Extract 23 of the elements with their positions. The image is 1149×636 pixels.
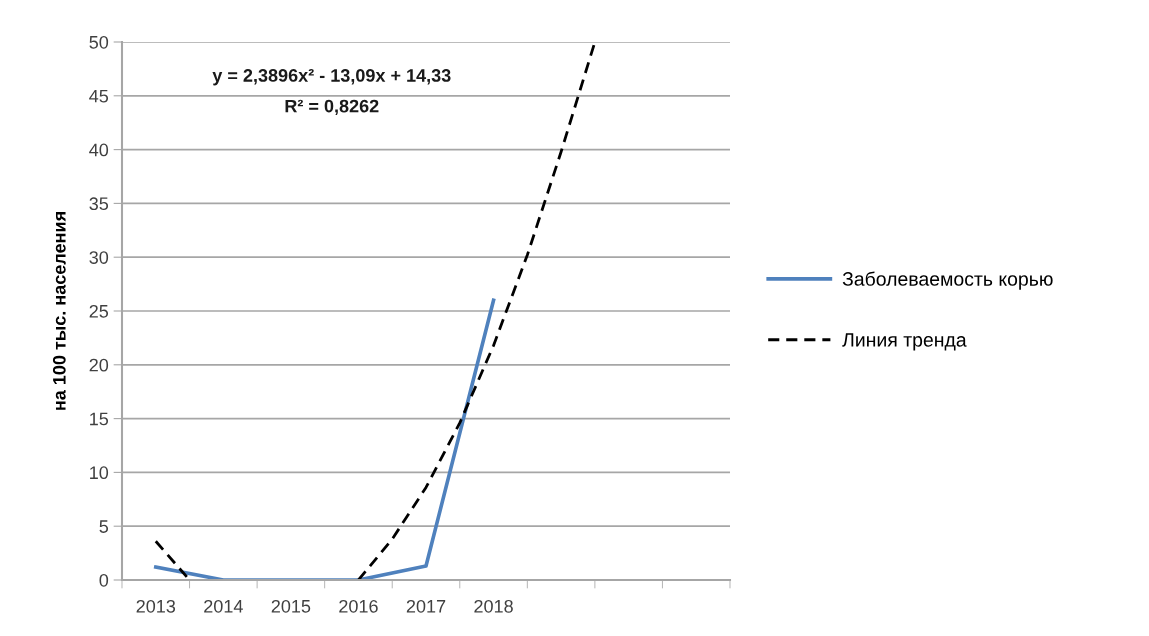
x-tick-label: 2015 <box>271 599 311 613</box>
y-tick-label: 50 <box>89 35 109 49</box>
y-tick-label: 0 <box>99 573 109 587</box>
x-tick-label: 2014 <box>204 599 243 613</box>
y-tick-label: 20 <box>89 358 109 372</box>
y-tick-label: 10 <box>90 466 109 480</box>
y-tick-label: 25 <box>89 304 109 318</box>
x-tick-label: 2017 <box>406 599 446 613</box>
x-tick-label: 2018 <box>474 599 513 613</box>
legend-label: Линия тренда <box>842 333 967 351</box>
x-tick-label: 2016 <box>339 599 378 613</box>
y-tick-label: 15 <box>90 412 109 426</box>
x-tick-label: 2013 <box>136 599 176 613</box>
y-tick-label: 30 <box>89 251 109 264</box>
y-tick-label: 45 <box>89 89 109 103</box>
y-axis-title: на 100 тыс. населения <box>52 212 66 410</box>
annotation: R² = 0,8262 <box>285 99 379 116</box>
line-series <box>153 298 496 580</box>
y-tick-label: 5 <box>99 520 109 533</box>
legend-label: Заболеваемость корью <box>842 271 1053 290</box>
y-tick-label: 35 <box>89 197 109 211</box>
annotation: y = 2,3896x² - 13,09x + 14,33 <box>212 69 451 86</box>
y-tick-label: 40 <box>89 143 109 157</box>
